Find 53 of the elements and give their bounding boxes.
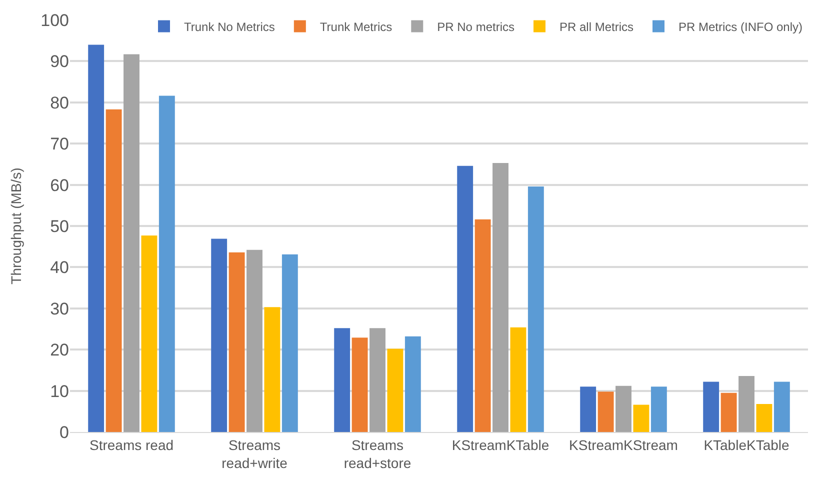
bar <box>404 336 421 432</box>
y-tick-label: 60 <box>50 176 69 195</box>
y-axis-title: Throughput (MB/s) <box>8 168 24 284</box>
y-tick-label: 40 <box>50 258 69 278</box>
bar <box>774 382 790 432</box>
bar <box>510 327 526 432</box>
bar <box>633 404 650 432</box>
legend-label: PR all Metrics <box>559 20 634 34</box>
x-tick-label: KStreamKStream <box>569 436 678 453</box>
bar <box>282 254 298 432</box>
bar <box>738 376 754 432</box>
bar <box>528 186 544 432</box>
legend-label: Trunk Metrics <box>320 20 392 34</box>
bar <box>352 338 368 432</box>
bar <box>580 386 596 432</box>
bar <box>474 219 491 432</box>
y-tick-label: 80 <box>50 93 69 112</box>
x-tick-label: KStreamKTable <box>452 436 550 453</box>
bar <box>106 109 122 432</box>
x-tick-label: Streams read+write <box>222 436 288 471</box>
bar <box>598 392 614 432</box>
bar <box>370 328 386 432</box>
bar <box>616 386 632 432</box>
y-tick-label: 100 <box>40 10 69 30</box>
bar <box>88 44 104 432</box>
legend-label: PR No metrics <box>437 20 514 34</box>
y-tick-label: 30 <box>50 299 69 318</box>
legend-label: Trunk No Metrics <box>184 20 275 34</box>
bar <box>211 238 228 432</box>
bar <box>141 235 158 432</box>
bar <box>264 307 280 432</box>
bar <box>492 162 508 432</box>
y-tick-label: 50 <box>50 216 69 236</box>
bar <box>756 404 772 432</box>
bar <box>650 386 667 432</box>
bar <box>387 348 404 432</box>
x-tick-label: Streams read <box>89 436 174 453</box>
y-tick-label: 0 <box>60 422 69 442</box>
bar <box>703 382 720 432</box>
x-tick-label: Streams read+store <box>344 436 412 471</box>
y-tick-label: 20 <box>50 340 69 360</box>
bar <box>457 166 474 432</box>
bar <box>334 328 350 432</box>
bar <box>246 250 262 432</box>
bar <box>720 392 737 432</box>
bar <box>124 54 140 432</box>
legend-label: PR Metrics (INFO only) <box>678 20 803 34</box>
x-tick-label: KTableKTable <box>704 436 790 453</box>
bar <box>158 96 175 432</box>
y-tick-label: 10 <box>50 382 69 401</box>
y-tick-label: 70 <box>50 134 69 154</box>
bar <box>228 252 245 432</box>
y-tick-label: 90 <box>50 52 69 72</box>
